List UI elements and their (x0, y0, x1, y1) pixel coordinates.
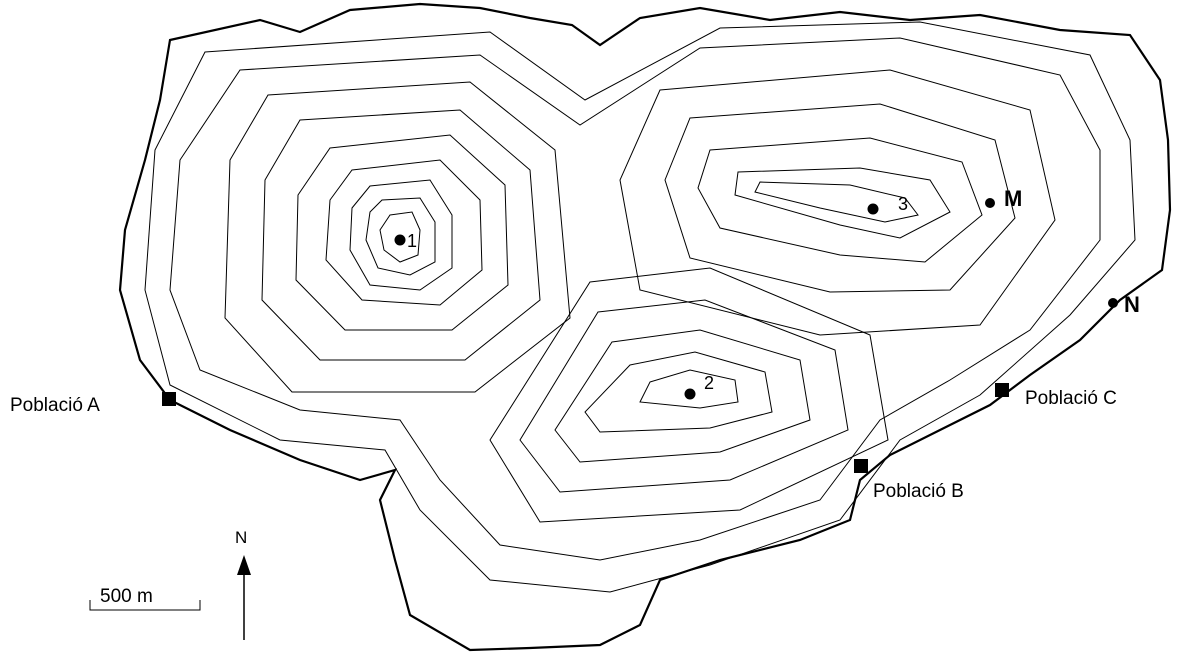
contour-line (325, 159, 483, 306)
scale-bar-label: 500 m (100, 586, 153, 607)
peak-2-label: 2 (704, 373, 714, 393)
point-n-label: N (1124, 292, 1140, 317)
town-b-label: Població B (873, 481, 964, 502)
town-a-marker (162, 392, 176, 406)
north-arrow-head-icon (237, 555, 251, 575)
contour-line (379, 211, 421, 263)
contour-line (144, 21, 1136, 593)
peak-3-marker (867, 203, 879, 215)
town-a-label: Població A (10, 395, 100, 416)
contour-line (295, 134, 509, 331)
contour-line (519, 299, 849, 493)
contour-line (169, 37, 1101, 561)
contour-line (554, 329, 811, 463)
point-n-marker (1108, 298, 1118, 308)
point-m-marker (985, 198, 995, 208)
contour-line (365, 197, 436, 276)
contour-line (489, 267, 889, 523)
north-arrow: N (235, 528, 251, 640)
contour-line (734, 167, 951, 239)
contour-line (639, 369, 739, 409)
town-c-label: Població C (1025, 388, 1117, 409)
contour-line (224, 81, 571, 393)
peak-1-marker (394, 234, 406, 246)
contour-line (261, 109, 541, 361)
contour-line (697, 137, 983, 263)
peak-2-marker (684, 388, 696, 400)
coastline (118, 2, 1172, 652)
contour-line (619, 69, 1056, 336)
contour-line (349, 179, 453, 291)
town-b-marker (854, 459, 868, 473)
contour-line (754, 181, 919, 223)
north-arrow-label: N (235, 528, 247, 547)
contour-line (584, 351, 773, 433)
scale-bar: 500 m (89, 586, 201, 611)
town-c-marker (995, 383, 1009, 397)
peak-3-label: 3 (898, 194, 908, 214)
point-m-label: M (1004, 186, 1022, 211)
contour-line (664, 103, 1016, 293)
peak-1-label: 1 (407, 231, 417, 251)
